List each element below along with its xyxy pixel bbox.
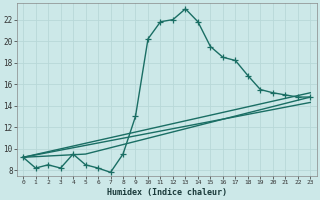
X-axis label: Humidex (Indice chaleur): Humidex (Indice chaleur) [107, 188, 227, 197]
